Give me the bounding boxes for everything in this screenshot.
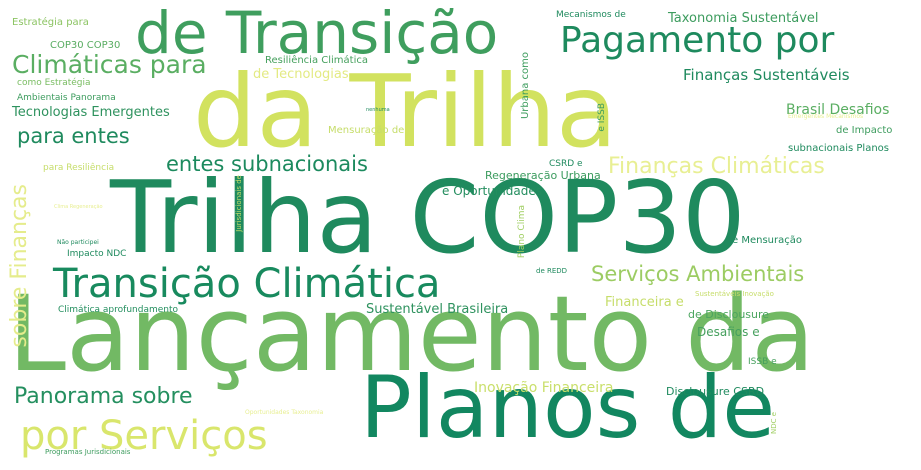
word: Oportunidades Taxonomia bbox=[245, 409, 324, 416]
word: Disclousure CSRD bbox=[666, 385, 765, 398]
word: Mensuração de bbox=[328, 125, 405, 136]
word: Resiliência Climática bbox=[265, 55, 369, 66]
word: de Tecnologias bbox=[253, 67, 349, 82]
word: Brasil Desafios bbox=[786, 102, 890, 118]
word: Clima Regeneração bbox=[54, 204, 103, 210]
word: subnacionais Planos bbox=[788, 143, 889, 154]
word: Não participei bbox=[57, 239, 99, 246]
word: nenhuma bbox=[366, 107, 390, 113]
word: ISSB e bbox=[748, 357, 777, 367]
word: de REDD bbox=[536, 267, 568, 275]
word: Desafios e bbox=[697, 325, 760, 339]
word: Transição Climática bbox=[53, 261, 441, 307]
word: Jurisdicionais de bbox=[235, 175, 243, 232]
word: da Trilha bbox=[193, 53, 618, 170]
word: Mecanismos de bbox=[556, 10, 626, 20]
word: Finanças Climáticas bbox=[608, 154, 825, 179]
word: e ISSB bbox=[597, 103, 607, 132]
word: e Oportunidades bbox=[442, 184, 543, 198]
word: Estratégia para bbox=[12, 17, 89, 28]
word: Serviços Ambientais bbox=[591, 262, 805, 286]
word: sobre Finanças bbox=[7, 184, 32, 348]
word: por Serviços bbox=[20, 413, 268, 459]
word: Plano Clima bbox=[517, 205, 527, 259]
word: Taxonomia Sustentável bbox=[668, 11, 819, 26]
word: de Transição bbox=[135, 0, 499, 67]
word: Financeira e bbox=[605, 295, 684, 310]
word: COP30 COP30 bbox=[50, 40, 121, 51]
word: Tecnologias Emergentes bbox=[12, 105, 170, 120]
word: CSRD e bbox=[549, 159, 583, 169]
word: Regeneração Urbana bbox=[485, 169, 601, 182]
word: Panorama sobre bbox=[14, 384, 193, 409]
word: NDC e bbox=[770, 412, 778, 435]
word: Lançamento da bbox=[8, 273, 815, 395]
word: entes subnacionais bbox=[166, 152, 368, 176]
word: Ambientais Panorama bbox=[17, 93, 116, 103]
word: Sustentáveis Inovação bbox=[695, 290, 774, 298]
word: para entes bbox=[17, 124, 130, 148]
word: Climáticas para bbox=[12, 50, 207, 79]
word: Finanças Sustentáveis bbox=[683, 66, 850, 84]
word: Planos de bbox=[360, 358, 776, 458]
word: Pagamento por bbox=[560, 20, 835, 61]
word: Emergentes Mecanismos bbox=[788, 113, 864, 120]
word: Inovação Financeira bbox=[474, 380, 614, 396]
word: Impacto NDC bbox=[67, 249, 127, 259]
word: Urbana como bbox=[520, 52, 531, 120]
word: Climática aprofundamento bbox=[58, 305, 179, 315]
word: Sustentável Brasileira bbox=[366, 302, 509, 317]
word: de Disclousure bbox=[688, 308, 770, 321]
word: de Impacto bbox=[836, 125, 893, 136]
word: para Resiliência bbox=[43, 163, 115, 173]
word: Programas Jurisdicionais bbox=[45, 448, 131, 456]
word: e Mensuração bbox=[732, 235, 802, 246]
word: Trilha COP30 bbox=[110, 159, 746, 276]
word: como Estratégia bbox=[17, 78, 91, 88]
